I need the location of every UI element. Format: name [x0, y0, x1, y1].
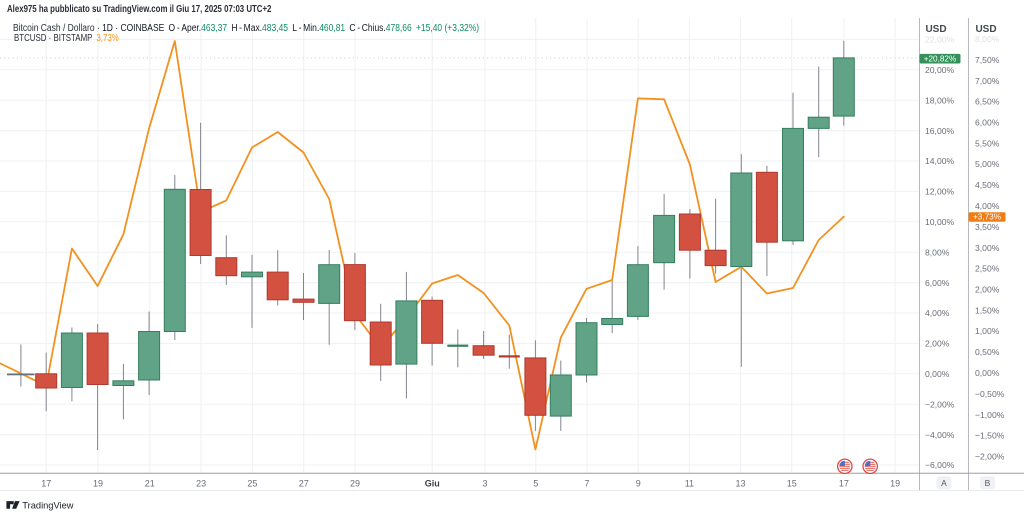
svg-text:29: 29	[350, 479, 360, 489]
svg-text:8,00%: 8,00%	[925, 247, 950, 257]
svg-text:−2,00%: −2,00%	[975, 452, 1005, 462]
svg-text:23: 23	[196, 479, 206, 489]
svg-text:15: 15	[787, 479, 797, 489]
svg-text:11: 11	[685, 479, 694, 489]
svg-text:−1,00%: −1,00%	[975, 410, 1005, 420]
svg-text:USD: USD	[975, 24, 996, 35]
svg-text:3,50%: 3,50%	[975, 222, 1000, 232]
svg-text:7,00%: 7,00%	[975, 76, 1000, 86]
svg-text:Giu: Giu	[425, 479, 440, 489]
svg-text:14,00%: 14,00%	[925, 156, 955, 166]
svg-text:5,00%: 5,00%	[975, 159, 1000, 169]
svg-text:A: A	[941, 478, 947, 488]
svg-text:USD: USD	[925, 24, 946, 35]
svg-text:22,00%: 22,00%	[925, 35, 955, 45]
svg-text:4,00%: 4,00%	[925, 308, 950, 318]
svg-text:6,00%: 6,00%	[925, 278, 950, 288]
svg-text:5,50%: 5,50%	[975, 138, 1000, 148]
svg-text:2,00%: 2,00%	[925, 339, 950, 349]
svg-text:0,00%: 0,00%	[925, 369, 950, 379]
svg-text:10,00%: 10,00%	[925, 217, 955, 227]
svg-text:−2,00%: −2,00%	[925, 399, 955, 409]
svg-text:+3,73%: +3,73%	[973, 213, 1001, 222]
svg-text:7,50%: 7,50%	[975, 55, 1000, 65]
svg-text:17: 17	[41, 479, 51, 489]
svg-text:6,50%: 6,50%	[975, 97, 1000, 107]
svg-text:17: 17	[839, 479, 849, 489]
svg-text:19: 19	[93, 479, 103, 489]
svg-text:6,00%: 6,00%	[975, 118, 1000, 128]
svg-text:20,00%: 20,00%	[925, 65, 955, 75]
svg-text:1,00%: 1,00%	[975, 326, 1000, 336]
svg-text:7: 7	[584, 479, 589, 489]
svg-text:5: 5	[533, 479, 538, 489]
svg-text:B: B	[985, 478, 991, 488]
svg-text:4,00%: 4,00%	[975, 201, 1000, 211]
svg-text:19: 19	[890, 479, 900, 489]
svg-text:3,00%: 3,00%	[975, 243, 1000, 253]
svg-text:13: 13	[735, 479, 745, 489]
svg-text:1,50%: 1,50%	[975, 305, 1000, 315]
svg-text:2,50%: 2,50%	[975, 264, 1000, 274]
svg-text:TradingView: TradingView	[22, 500, 73, 510]
svg-text:−1,50%: −1,50%	[975, 431, 1005, 441]
svg-text:−0,50%: −0,50%	[975, 389, 1005, 399]
svg-text:0,00%: 0,00%	[975, 368, 1000, 378]
svg-text:12,00%: 12,00%	[925, 187, 955, 197]
svg-text:21: 21	[145, 479, 155, 489]
svg-text:4,50%: 4,50%	[975, 180, 1000, 190]
svg-text:9: 9	[636, 479, 641, 489]
svg-text:−6,00%: −6,00%	[925, 460, 955, 470]
svg-text:27: 27	[299, 479, 309, 489]
svg-text:0,50%: 0,50%	[975, 347, 1000, 357]
svg-text:+20,82%: +20,82%	[924, 54, 957, 63]
svg-text:25: 25	[247, 479, 257, 489]
svg-text:3: 3	[482, 479, 487, 489]
svg-text:8,00%: 8,00%	[975, 34, 1000, 44]
svg-text:18,00%: 18,00%	[925, 95, 955, 105]
svg-text:16,00%: 16,00%	[925, 126, 955, 136]
svg-text:−4,00%: −4,00%	[925, 430, 955, 440]
svg-text:2,00%: 2,00%	[975, 285, 1000, 295]
